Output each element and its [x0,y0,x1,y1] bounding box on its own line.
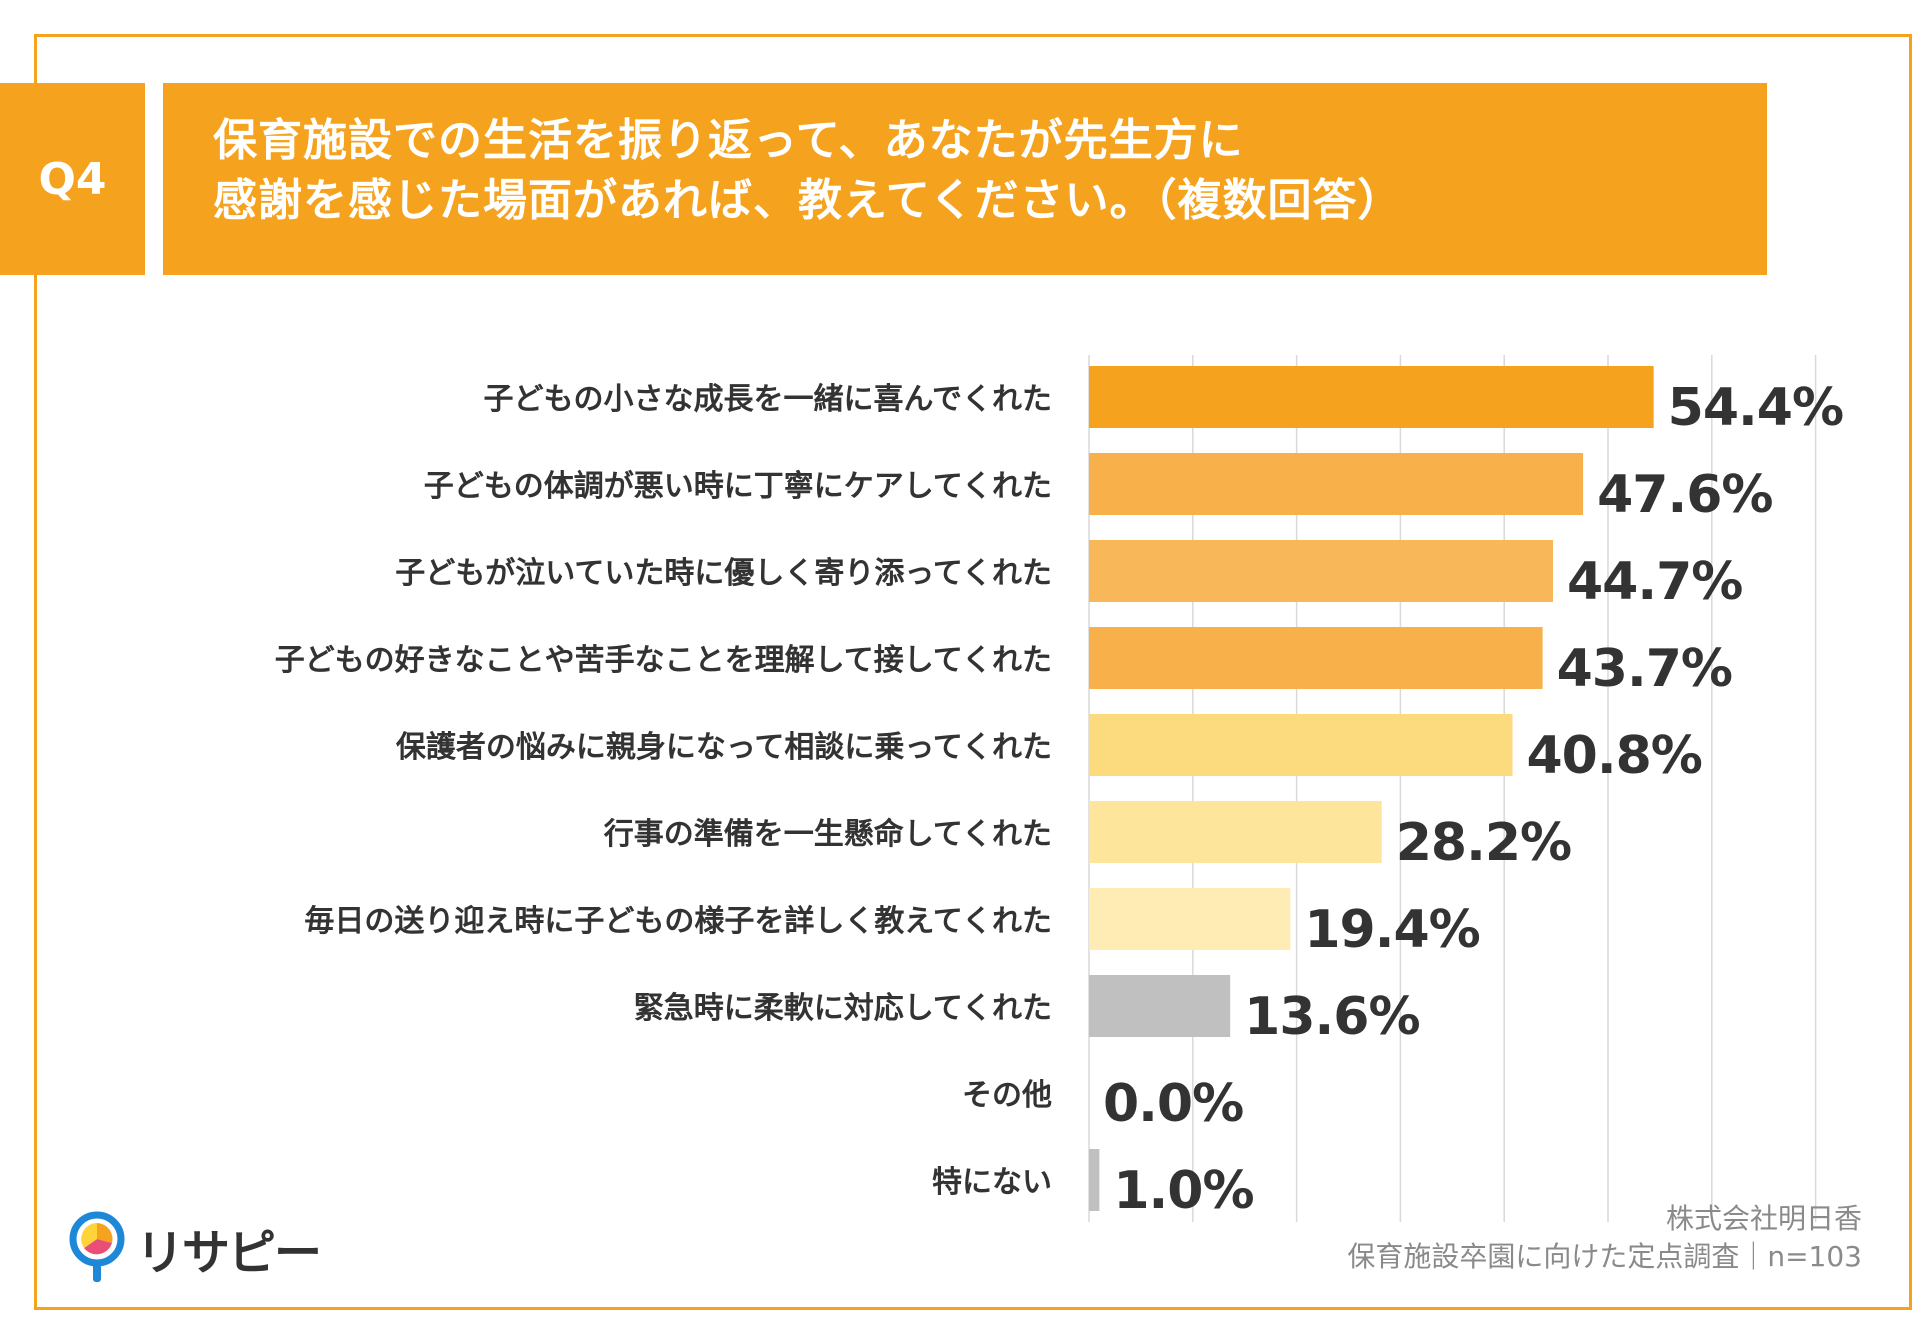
value-label: 13.6% [1244,987,1419,1047]
value-label: 44.7% [1567,552,1742,612]
value-label: 40.8% [1527,726,1702,786]
brand-name: リサピー [136,1225,322,1281]
credit-block: 株式会社明日香 保育施設卒園に向けた定点調査｜n=103 [1347,1200,1862,1276]
bar [1089,801,1382,863]
value-label: 0.0% [1103,1074,1243,1134]
value-label: 47.6% [1597,465,1772,525]
category-label: 緊急時に柔軟に対応してくれた [634,991,1052,1026]
value-label: 43.7% [1557,639,1732,699]
category-label: 子どもが泣いていた時に優しく寄り添ってくれた [395,556,1052,591]
pin-logo-icon [69,1211,125,1282]
bar [1089,714,1513,776]
category-label: 行事の準備を一生懸命してくれた [603,817,1052,852]
question-title-line-1: 保育施設での生活を振り返って、あなたが先生方に [213,115,1244,166]
question-number: Q4 [38,153,107,205]
question-title-line-2: 感謝を感じた場面があれば、教えてください。（複数回答） [213,175,1403,226]
question-number-badge: Q4 [0,83,145,275]
chart-frame [34,34,1912,1310]
question-title-box: 保育施設での生活を振り返って、あなたが先生方に 感謝を感じた場面があれば、教えて… [163,83,1767,275]
value-label: 1.0% [1113,1161,1253,1221]
category-label: 保護者の悩みに親身になって相談に乗ってくれた [396,730,1052,765]
bar [1089,888,1291,950]
credit-survey: 保育施設卒園に向けた定点調査｜n=103 [1347,1240,1862,1273]
bar [1089,975,1231,1037]
value-label: 19.4% [1304,900,1479,960]
bar [1089,627,1543,689]
value-label: 28.2% [1396,813,1571,873]
bar [1089,453,1584,515]
value-label: 54.4% [1668,378,1843,438]
category-label: その他 [962,1078,1052,1113]
bar [1089,1149,1100,1211]
category-label: 子どもの好きなことや苦手なことを理解して接してくれた [275,643,1052,678]
bar [1089,540,1553,602]
category-label: 子どもの体調が悪い時に丁寧にケアしてくれた [424,469,1052,504]
category-label: 毎日の送り迎え時に子どもの様子を詳しく教えてくれた [304,904,1052,939]
category-label: 子どもの小さな成長を一緒に喜んでくれた [484,382,1053,417]
brand-logo: リサピー [68,1210,322,1286]
credit-company: 株式会社明日香 [1665,1202,1862,1235]
bar [1089,366,1654,428]
category-label: 特にない [932,1165,1052,1200]
